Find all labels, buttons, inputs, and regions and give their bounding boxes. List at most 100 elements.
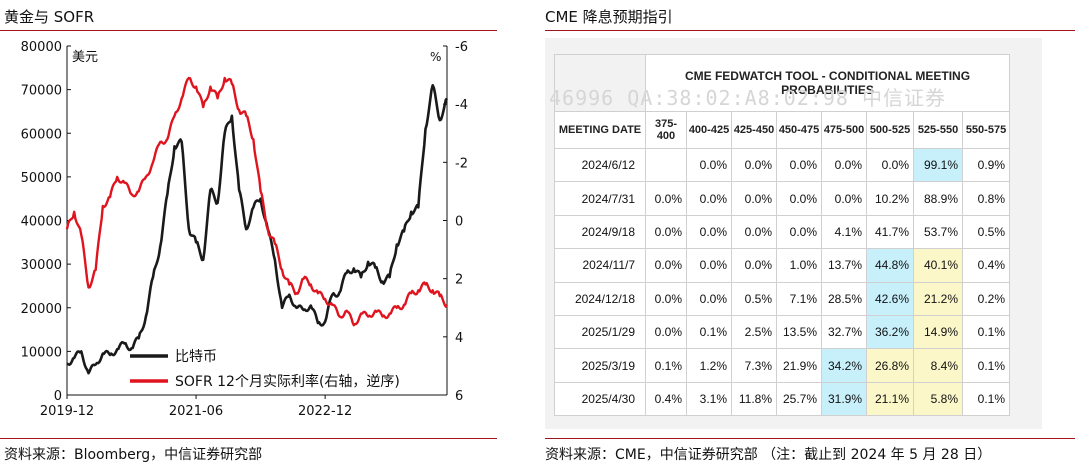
- left-panel-title: 黄金与 SOFR: [4, 8, 95, 26]
- probability-cell: 0.0%: [731, 214, 777, 250]
- right-source-rule: [545, 438, 1075, 439]
- left-tick-label: 70000: [21, 84, 62, 99]
- probability-cell: 0.0%: [645, 181, 687, 216]
- probability-cell: 21.2%: [913, 281, 963, 316]
- table-row: 2024/7/31 0.0% 0.0% 0.0% 0.0% 0.0% 10.2% 88.9% 0…: [554, 181, 1010, 216]
- probability-cell: 25.7%: [776, 381, 822, 417]
- table-row: 2024/11/7 0.0% 0.0% 0.0% 1.0% 13.7% 44.8% 40.1%…: [554, 248, 1010, 283]
- probability-cell: 21.9%: [776, 348, 822, 383]
- probability-cell: 34.2%: [821, 348, 867, 383]
- table-row: 2025/1/29 0.0% 0.1% 2.5% 13.5% 32.7% 36.2% 14.9…: [554, 314, 1010, 350]
- right-source-note: 资料来源：CME，中信证券研究部 （注：截止到 2024 年 5 月 28 日）: [545, 447, 992, 463]
- probability-cell: 0.0%: [776, 181, 822, 216]
- probability-cell: 0.8%: [962, 181, 1010, 216]
- left-tick-label: 80000: [21, 40, 62, 55]
- probability-cell: 0.0%: [645, 214, 687, 250]
- probability-cell: 4.1%: [821, 214, 867, 250]
- probability-cell: 5.8%: [913, 381, 963, 417]
- right-title-rule: [545, 30, 1075, 31]
- probability-cell: 2.5%: [731, 314, 777, 350]
- left-source-rule: [0, 438, 497, 439]
- left-tick-label: 50000: [21, 171, 62, 186]
- meeting-date-cell: 2024/6/12: [554, 147, 646, 183]
- meeting-date-cell: 2025/3/19: [554, 348, 646, 383]
- left-tick-label: 0: [54, 389, 62, 404]
- meeting-date-cell: 2024/7/31: [554, 181, 646, 216]
- right-tick-label: -6: [455, 40, 468, 55]
- probability-cell: 0.0%: [645, 248, 687, 283]
- meeting-date-cell: 2024/12/18: [554, 281, 646, 316]
- meeting-date-cell: 2024/11/7: [554, 248, 646, 283]
- right-panel-title: CME 降息预期指引: [545, 8, 673, 26]
- left-tick-label: 20000: [21, 302, 62, 317]
- probability-cell: 0.0%: [821, 181, 867, 216]
- bitcoin-sofr-chart: 80000 70000 60000 50000 40000 30000 20000 10000…: [21, 40, 468, 419]
- header-rate-range: 375-400: [645, 111, 687, 149]
- probability-cell: 99.1%: [913, 147, 963, 183]
- left-tick-label: 40000: [21, 215, 62, 230]
- probability-cell: 0.0%: [686, 248, 732, 283]
- probability-cell: 14.9%: [913, 314, 963, 350]
- series-line-bitcoin: [66, 84, 449, 375]
- probability-cell: 0.0%: [731, 248, 777, 283]
- table-row: 2025/4/30 0.4% 3.1% 11.8% 25.7% 31.9% 21.1% 5.8…: [554, 381, 1010, 417]
- probability-cell: 0.0%: [645, 314, 687, 350]
- probability-cell: 0.0%: [686, 181, 732, 216]
- probability-cell: 13.5%: [776, 314, 822, 350]
- probability-cell: 32.7%: [821, 314, 867, 350]
- left-tick-label: 60000: [21, 127, 62, 142]
- probability-cell: 8.4%: [913, 348, 963, 383]
- left-source-note: 资料来源：Bloomberg，中信证券研究部: [4, 447, 263, 463]
- probability-cell: 42.6%: [866, 281, 914, 316]
- probability-cell: 7.1%: [776, 281, 822, 316]
- x-tick-label: 2019-12: [40, 404, 94, 419]
- series-line-sofr: [65, 76, 448, 327]
- right-tick-label: -2: [455, 156, 468, 171]
- probability-cell: 53.7%: [913, 214, 963, 250]
- probability-cell: 44.8%: [866, 248, 914, 283]
- right-tick-label: 2: [455, 273, 463, 288]
- legend-label: SOFR 12个月实际利率(右轴，逆序): [175, 373, 400, 390]
- table-row: 2024/12/18 0.0% 0.0% 0.5% 7.1% 28.5% 42.6% 21.2…: [554, 281, 1010, 316]
- right-tick-label: -4: [455, 98, 468, 113]
- header-rate-range: 475-500: [821, 111, 867, 149]
- right-axis-unit: %: [430, 50, 441, 64]
- probability-cell: 0.0%: [686, 281, 732, 316]
- probability-cell: 41.7%: [866, 214, 914, 250]
- probability-cell: 0.1%: [962, 314, 1010, 350]
- probability-cell: 21.1%: [866, 381, 914, 417]
- probability-cell: 0.1%: [962, 348, 1010, 383]
- probability-cell: 0.1%: [962, 381, 1010, 417]
- header-rate-range: 450-475: [776, 111, 822, 149]
- table-title: CME FEDWATCH TOOL - CONDITIONAL MEETING …: [645, 54, 1010, 112]
- probability-cell: 13.7%: [821, 248, 867, 283]
- left-axis-unit: 美元: [72, 50, 98, 65]
- probability-cell: [645, 147, 687, 183]
- x-tick-label: 2021-06: [169, 404, 223, 419]
- probability-cell: 0.1%: [645, 348, 687, 383]
- probability-cell: 10.2%: [866, 181, 914, 216]
- probability-cell: 40.1%: [913, 248, 963, 283]
- probability-cell: 0.0%: [686, 147, 732, 183]
- header-rate-range: 550-575: [962, 111, 1010, 149]
- left-tick-label: 10000: [21, 345, 62, 360]
- probability-cell: 1.0%: [776, 248, 822, 283]
- table-row: 2024/9/18 0.0% 0.0% 0.0% 0.0% 4.1% 41.7% 53.7% 0…: [554, 214, 1010, 250]
- header-rate-range: 525-550: [913, 111, 963, 149]
- table-row: 2024/6/12 0.0% 0.0% 0.0% 0.0% 0.0% 99.1% 0.9%: [554, 147, 1010, 183]
- probability-cell: 0.2%: [962, 281, 1010, 316]
- probability-cell: 0.4%: [962, 248, 1010, 283]
- probability-cell: 0.5%: [731, 281, 777, 316]
- x-tick-label: 2022-12: [298, 404, 352, 419]
- right-tick-label: 0: [455, 215, 463, 230]
- probability-cell: 0.4%: [645, 381, 687, 417]
- probability-cell: 0.0%: [776, 214, 822, 250]
- chart-legend: 比特币 SOFR 12个月实际利率(右轴，逆序): [130, 349, 400, 390]
- probability-cell: 0.0%: [776, 147, 822, 183]
- probability-cell: 0.0%: [731, 147, 777, 183]
- probability-cell: 0.0%: [866, 147, 914, 183]
- probability-cell: 26.8%: [866, 348, 914, 383]
- table-header-row: MEETING DATE 375-400 400-425 425-450 450-475…: [554, 111, 1010, 149]
- probability-cell: 28.5%: [821, 281, 867, 316]
- probability-cell: 3.1%: [686, 381, 732, 417]
